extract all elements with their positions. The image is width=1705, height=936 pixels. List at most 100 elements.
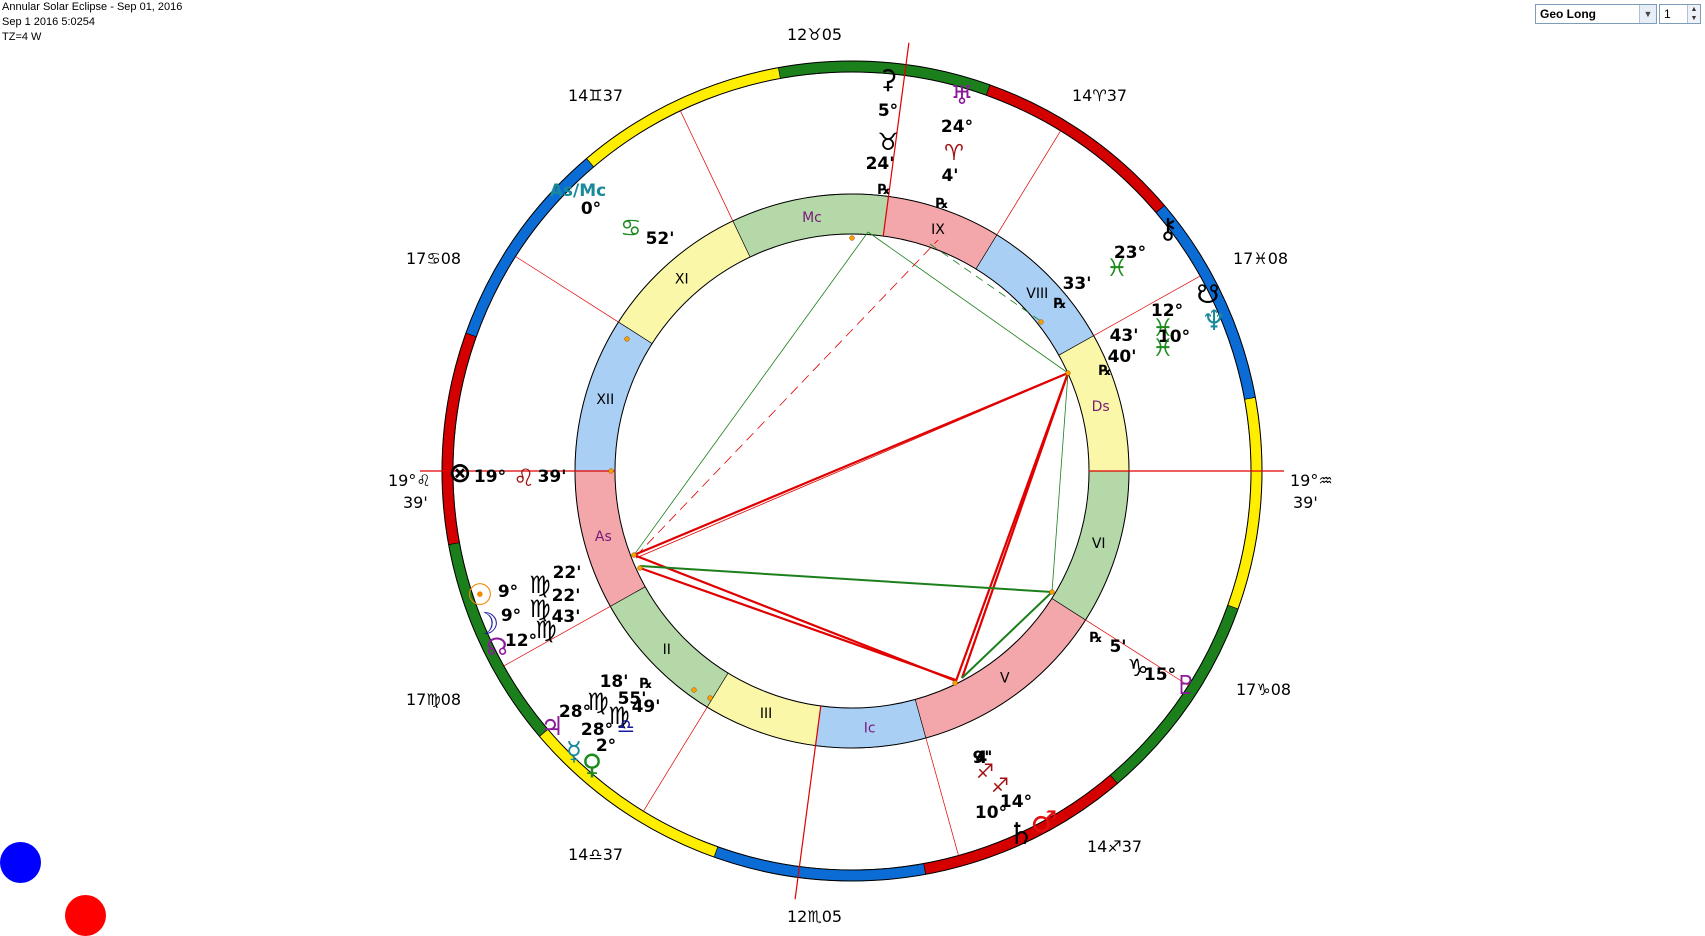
- aspect-line: [639, 565, 1053, 593]
- cusp-degree-label: 39': [1293, 493, 1318, 512]
- house-label: XI: [675, 271, 689, 287]
- cusp-line: [1085, 619, 1189, 686]
- nnode-sign-icon: ♍: [535, 616, 557, 644]
- saturn-glyph-icon: ♄: [1008, 817, 1035, 852]
- house-label: Mc: [802, 210, 822, 226]
- aspect-lines: [633, 231, 1070, 683]
- neptune-sign-icon: ♓: [1152, 334, 1174, 362]
- cusp-degree-label: 17♓08: [1233, 249, 1288, 268]
- cusp-degree-label: 17♑08: [1236, 680, 1291, 699]
- house-label: III: [760, 706, 772, 722]
- planet-nnode-min: 43': [552, 607, 581, 627]
- ceres-sign-icon: ♉: [877, 128, 899, 156]
- sun-sign-icon: ♍: [529, 571, 551, 599]
- cusp-line: [680, 110, 734, 222]
- mercury-sign-icon: ♍: [608, 702, 630, 730]
- legend-dot-blue: [0, 842, 41, 883]
- planet-pof-min: 39': [538, 467, 567, 487]
- cusp-marker: [624, 336, 630, 342]
- cusp-marker: [691, 687, 697, 693]
- chevron-down-icon[interactable]: ▼: [1639, 5, 1656, 23]
- chart-title: Annular Solar Eclipse - Sep 01, 2016: [2, 1, 183, 13]
- cusp-line: [882, 42, 910, 237]
- planet-saturn-deg: 10°: [975, 803, 1007, 823]
- aspect-line: [960, 372, 1070, 679]
- uranus-sign-icon: ♈: [944, 141, 964, 166]
- planet-venus-deg: 2°: [596, 736, 616, 756]
- planet-neptune-deg: 10°: [1158, 327, 1190, 347]
- house-label: IX: [931, 222, 945, 238]
- aspect-line: [635, 373, 1068, 559]
- cusp-degree-labels: 19°♌39'19°♒39'12♉0512♏0514♈3717♓0814♊371…: [388, 25, 1333, 926]
- harmonic-input[interactable]: 1 ▲ ▼: [1659, 4, 1701, 24]
- house-label: Ds: [1092, 399, 1110, 415]
- sign-segment: [441, 332, 477, 546]
- cusp-marker: [631, 552, 637, 558]
- pof-glyph-icon: ⊗: [448, 456, 471, 489]
- planet-chiron-min: 33': [1063, 274, 1092, 294]
- cusp-line: [515, 256, 619, 323]
- house-ring: [574, 193, 1130, 749]
- house-label: VIII: [1026, 286, 1048, 302]
- planet-venus-min: 49': [632, 697, 661, 717]
- house-ring-inner-border: [614, 233, 1090, 709]
- jupiter-sign-icon: ♍: [587, 688, 609, 716]
- cusp-degree-label: 14♊37: [568, 86, 623, 105]
- planet-ceres-deg: 5°: [878, 101, 898, 121]
- pluto-sign-icon: ♑: [1127, 654, 1149, 682]
- cusp-degree-label: 12♏05: [787, 907, 842, 926]
- legend-dot-red: [65, 895, 106, 936]
- cusp-degree-label: 19°♒: [1290, 471, 1333, 490]
- cusp-degree-label: 19°♌: [388, 471, 431, 490]
- planet-chiron-deg: 23°: [1114, 243, 1146, 263]
- rx-icon: ℞: [640, 676, 653, 692]
- house-label: XII: [596, 392, 614, 408]
- planet-saturn-min: 4': [975, 748, 992, 768]
- planet-mars-deg: 14°: [1000, 792, 1032, 812]
- mercury-glyph-icon: ☿: [566, 737, 582, 767]
- cusp-degree-label: 14♈37: [1072, 86, 1127, 105]
- cusp-marker: [1065, 370, 1071, 376]
- cusp-degree-label: 17♍08: [406, 690, 461, 709]
- aspect-line: [867, 231, 1069, 374]
- planet-pluto-min: 5': [1109, 637, 1126, 657]
- cusp-degree-label: 12♉05: [787, 25, 842, 44]
- chiron-glyph-icon: ⚷: [1158, 212, 1179, 245]
- pluto-glyph-icon: ♇: [1174, 671, 1197, 701]
- house-cusp-lines: [420, 42, 1284, 900]
- spinner-icon[interactable]: ▲ ▼: [1687, 5, 1700, 23]
- aspect-line: [929, 243, 1043, 323]
- planet-pof-deg: 19°: [474, 467, 506, 487]
- jupiter-glyph-icon: ♃: [540, 712, 563, 742]
- aspect-line: [633, 231, 869, 556]
- cusp-line: [925, 737, 959, 856]
- coordinate-select[interactable]: Geo Long ▼: [1535, 4, 1657, 24]
- planet-node-deg: 12°: [1151, 301, 1183, 321]
- cusp-line: [643, 706, 708, 812]
- harmonic-input-value: 1: [1664, 7, 1671, 21]
- cusp-marker: [1049, 589, 1055, 595]
- planet-ceres-min: 24': [866, 154, 895, 174]
- mars-glyph-icon: ♂: [1031, 805, 1058, 840]
- planet-moon-deg: 9°: [501, 606, 521, 626]
- planet-mercury-min: 55': [618, 689, 647, 709]
- planet-jupiter-deg: 28°: [559, 702, 591, 722]
- planet-asmc-label: As/Mc: [550, 181, 606, 201]
- planet-labels: ⚳5°♉24'♅24°♈4'℞℞⚷23°♓33'℞ ☋12°♓43' ♆10°♓40…: [448, 65, 1226, 852]
- node-glyph-icon: ☋: [1196, 280, 1219, 310]
- planet-nnode-deg: 12°: [505, 631, 537, 651]
- planet-neptune-min: 40': [1108, 347, 1137, 367]
- sign-segment: [1227, 396, 1263, 610]
- house-label: V: [1000, 671, 1010, 687]
- planet-asmc-min: 52': [646, 229, 675, 249]
- zodiac-sign-ring: [441, 60, 1263, 882]
- aspect-line: [1051, 372, 1069, 593]
- cusp-marker: [707, 695, 713, 701]
- planet-pluto-deg: 15°: [1144, 665, 1176, 685]
- chart-datetime: Sep 1 2016 5:0254: [2, 16, 95, 28]
- pof-sign-icon: ♌: [513, 464, 535, 492]
- saturn-sign-icon: ♐: [976, 759, 994, 783]
- planet-mercury-deg: 28°: [581, 720, 613, 740]
- venus-sign-icon: ♎: [617, 714, 635, 738]
